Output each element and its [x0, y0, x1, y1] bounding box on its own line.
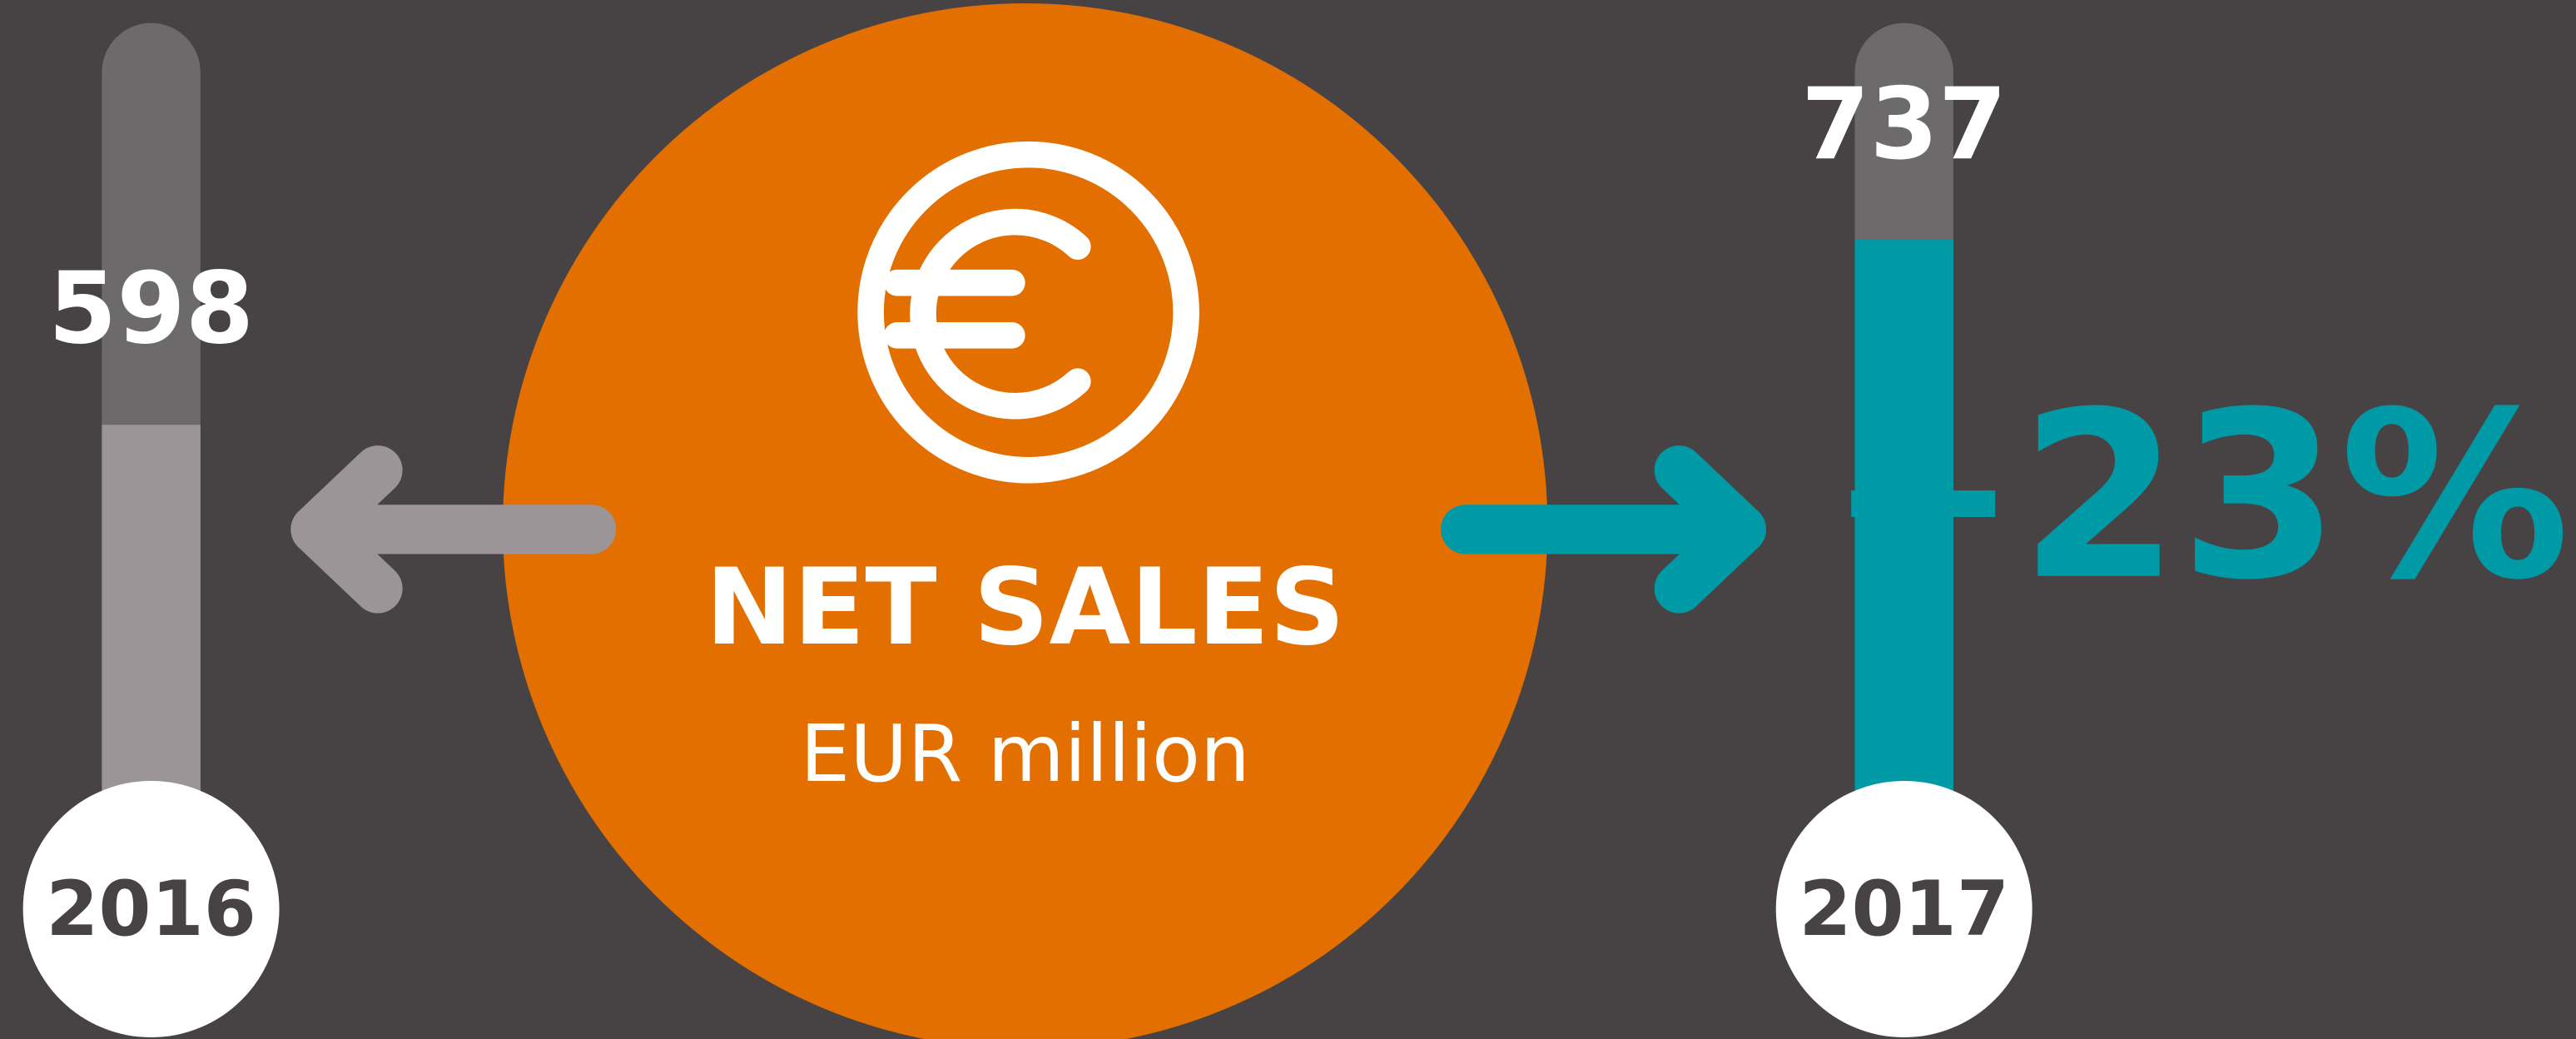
right-arrow — [1441, 445, 1766, 614]
euro-icon — [857, 141, 1199, 484]
value-label: 737 — [1801, 67, 2007, 181]
x-tick-label: 2017 — [1799, 866, 2009, 953]
value-label: 598 — [48, 251, 254, 365]
chart-subtitle: EUR million — [800, 708, 1250, 800]
center-circle — [503, 3, 1548, 1039]
arrow-head — [1654, 445, 1766, 614]
arrow-head — [290, 445, 403, 614]
year-circle — [22, 780, 280, 1038]
x-tick-label: 2016 — [46, 866, 256, 953]
left-arrow — [290, 445, 617, 614]
year-circle — [1775, 780, 2033, 1038]
chart-title: NET SALES — [705, 546, 1345, 669]
annotation: +23% — [1827, 363, 2570, 631]
bar — [1854, 240, 1953, 888]
euro-ring — [857, 141, 1199, 484]
euro-arc — [910, 208, 1091, 420]
